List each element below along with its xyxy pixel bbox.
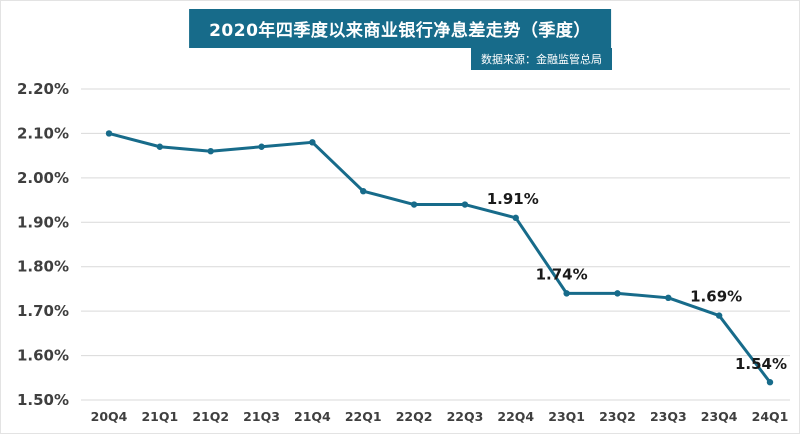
x-tick-label: 21Q4	[294, 409, 331, 424]
point-annotation: 1.69%	[690, 288, 742, 306]
data-point-marker	[512, 214, 519, 222]
data-point-marker	[410, 201, 418, 208]
point-annotation: 1.74%	[536, 265, 588, 283]
chart-title: 2020年四季度以来商业银行净息差走势（季度）	[189, 9, 611, 48]
x-tick-label: 23Q3	[650, 409, 687, 424]
data-point-marker	[207, 148, 214, 155]
y-tick-label: 1.50%	[17, 391, 69, 409]
data-point-marker	[563, 290, 570, 297]
data-point-marker	[614, 290, 621, 297]
y-tick-label: 1.90%	[17, 213, 69, 231]
y-tick-label: 2.10%	[17, 124, 69, 142]
x-tick-label: 21Q3	[243, 409, 280, 424]
data-point-marker	[461, 201, 469, 208]
x-tick-label: 21Q2	[192, 409, 229, 424]
x-tick-label: 23Q4	[701, 409, 738, 424]
data-point-marker	[766, 379, 774, 386]
data-point-marker	[156, 143, 164, 150]
x-tick-label: 22Q1	[345, 409, 382, 424]
point-annotation: 1.91%	[487, 190, 539, 208]
x-tick-label: 22Q3	[447, 409, 484, 424]
data-point-marker	[309, 139, 316, 146]
data-point-marker	[105, 130, 113, 137]
x-tick-label: 23Q1	[548, 409, 585, 424]
y-tick-label: 2.00%	[17, 169, 69, 187]
trend-line	[107, 131, 772, 384]
x-tick-label: 24Q1	[752, 409, 789, 424]
x-tick-label: 22Q4	[497, 409, 534, 424]
x-tick-label: 21Q1	[141, 409, 178, 424]
y-tick-label: 2.20%	[17, 80, 69, 98]
y-tick-label: 1.80%	[17, 258, 69, 276]
y-tick-label: 1.60%	[17, 347, 69, 365]
y-tick-label: 1.70%	[17, 302, 69, 320]
x-tick-label: 20Q4	[91, 409, 128, 424]
data-point-marker	[360, 187, 367, 195]
data-point-marker	[715, 312, 723, 319]
x-tick-label: 22Q2	[396, 409, 433, 424]
data-source-label: 数据来源：金融监管总局	[471, 48, 612, 70]
data-point-marker	[665, 294, 672, 302]
point-annotation: 1.54%	[735, 355, 787, 373]
x-tick-label: 23Q2	[599, 409, 636, 424]
data-point-marker	[258, 143, 265, 150]
